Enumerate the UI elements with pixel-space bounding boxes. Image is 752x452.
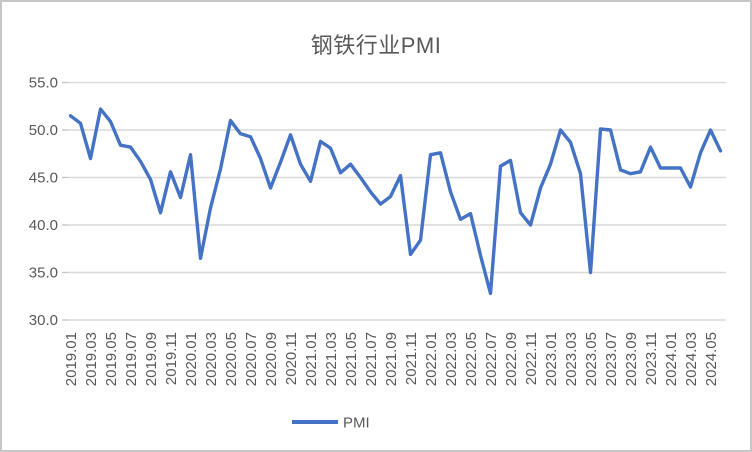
x-axis-tick-label: 2019.01 xyxy=(63,332,80,386)
gridlines xyxy=(68,81,726,321)
legend-label: PMI xyxy=(343,415,370,432)
y-axis-ticks xyxy=(62,81,68,321)
x-axis-tick-label: 2021.07 xyxy=(363,332,380,386)
x-axis-tick-label: 2019.09 xyxy=(143,332,160,386)
y-axis-tick-label: 30.0 xyxy=(29,312,58,329)
x-axis-tick-label: 2020.07 xyxy=(243,332,260,386)
x-axis-tick-label: 2022.09 xyxy=(503,332,520,386)
x-axis-tick-label: 2019.05 xyxy=(103,332,120,386)
x-axis-tick-label: 2022.07 xyxy=(483,332,500,386)
x-axis-tick-label: 2021.01 xyxy=(303,332,320,386)
y-axis-labels: 55.0 50.0 45.0 40.0 35.0 30.0 xyxy=(29,75,58,330)
chart-title: 钢铁行业PMI xyxy=(310,33,442,58)
x-axis-tick-label: 2023.05 xyxy=(583,332,600,386)
x-axis-tick-label: 2019.03 xyxy=(83,332,100,386)
x-axis-tick-label: 2023.01 xyxy=(543,332,560,386)
x-axis-tick-label: 2022.03 xyxy=(443,332,460,386)
x-axis-tick-label: 2022.05 xyxy=(463,332,480,386)
x-axis-tick-label: 2024.03 xyxy=(683,332,700,386)
x-axis-tick-label: 2020.09 xyxy=(263,332,280,386)
x-axis-tick-label: 2023.11 xyxy=(643,332,660,385)
x-axis-tick-label: 2020.05 xyxy=(223,332,240,386)
x-axis-tick-label: 2021.03 xyxy=(323,332,340,386)
y-axis-tick-label: 40.0 xyxy=(29,217,58,234)
x-axis-tick-label: 2023.03 xyxy=(563,332,580,386)
x-axis-tick-label: 2024.05 xyxy=(703,332,720,386)
x-axis-tick-label: 2020.01 xyxy=(183,332,200,386)
x-axis-tick-label: 2024.01 xyxy=(663,332,680,386)
y-axis-tick-label: 55.0 xyxy=(29,75,58,92)
x-axis-tick-label: 2019.11 xyxy=(163,332,180,385)
y-axis-tick-label: 50.0 xyxy=(29,122,58,139)
x-axis-tick-label: 2021.09 xyxy=(383,332,400,386)
pmi-line-series xyxy=(68,107,723,296)
x-axis-tick-label: 2023.07 xyxy=(603,332,620,386)
x-axis-tick-label: 2022.11 xyxy=(523,332,540,385)
x-axis-tick-label: 2019.07 xyxy=(123,332,140,386)
pmi-line xyxy=(68,107,723,296)
x-axis-tick-label: 2020.03 xyxy=(203,332,220,386)
x-axis-labels: 2019.01 2019.03 2019.05 2019.07 2019.09 2019.… xyxy=(63,332,720,386)
y-axis-tick-label: 35.0 xyxy=(29,265,58,282)
x-axis-tick-label: 2023.09 xyxy=(623,332,640,386)
x-axis-tick-label: 2021.05 xyxy=(343,332,360,386)
x-axis-tick-label: 2022.01 xyxy=(423,332,440,386)
legend: PMI xyxy=(292,415,370,432)
x-axis-tick-label: 2020.11 xyxy=(283,332,300,385)
x-axis-tick-label: 2021.11 xyxy=(403,332,420,385)
y-axis-tick-label: 45.0 xyxy=(29,170,58,187)
